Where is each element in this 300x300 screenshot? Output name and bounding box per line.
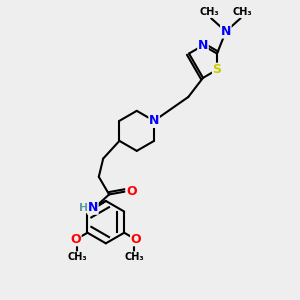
Text: N: N [88, 201, 98, 214]
Text: N: N [149, 114, 159, 127]
Text: CH₃: CH₃ [200, 7, 220, 17]
Text: S: S [212, 63, 221, 76]
Text: N: N [198, 39, 208, 52]
Text: CH₃: CH₃ [232, 7, 252, 17]
Text: H: H [80, 203, 89, 213]
Text: O: O [131, 233, 141, 246]
Text: N: N [221, 25, 231, 38]
Text: O: O [126, 185, 136, 198]
Text: CH₃: CH₃ [125, 252, 144, 262]
Text: O: O [70, 233, 81, 246]
Text: CH₃: CH₃ [68, 252, 87, 262]
